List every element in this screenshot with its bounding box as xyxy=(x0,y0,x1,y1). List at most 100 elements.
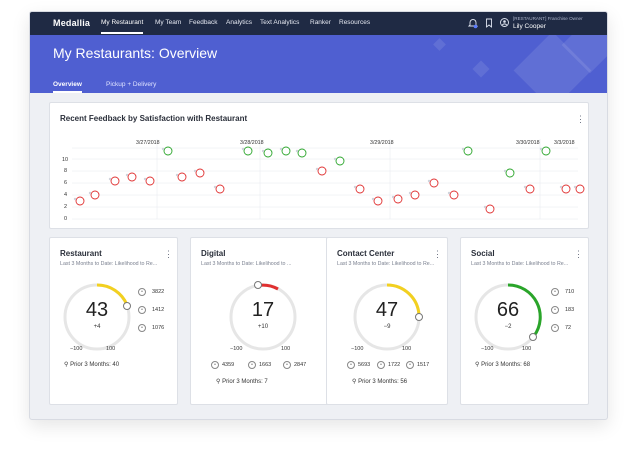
nav-feedback[interactable]: Feedback xyxy=(189,19,218,26)
prior-period: ⚲ Prior 3 Months: 40 xyxy=(64,361,119,368)
y-tick-6: 6 xyxy=(64,180,67,186)
detractor-count: 2847 xyxy=(294,362,307,368)
nav-analytics[interactable]: Analytics xyxy=(226,19,253,26)
detractor-count: 1517 xyxy=(417,362,430,368)
unhappy-feedback-icon[interactable] xyxy=(90,190,100,200)
unhappy-feedback-icon[interactable] xyxy=(525,184,535,194)
smiley-face-icon: • xyxy=(211,361,219,369)
comment-bubble-icon xyxy=(161,147,165,151)
sad-face-icon: • xyxy=(283,361,291,369)
card-subtitle: Last 3 Months to Date: Likelihood to ... xyxy=(201,261,292,267)
score-gauge xyxy=(353,283,423,351)
promoter-count: 5693 xyxy=(358,362,371,368)
page-title: My Restaurants: Overview xyxy=(53,45,218,61)
banner-decoration xyxy=(472,60,490,78)
unhappy-feedback-icon[interactable] xyxy=(317,166,327,176)
unhappy-feedback-icon[interactable] xyxy=(561,184,571,194)
comment-bubble-icon xyxy=(353,185,357,189)
happy-feedback-icon[interactable] xyxy=(243,146,253,156)
medallia-logo[interactable]: Medallia xyxy=(53,18,91,28)
comment-bubble-icon xyxy=(391,195,395,199)
y-tick-10: 10 xyxy=(62,157,68,163)
prior-score-label: Prior 3 Months: 7 xyxy=(222,379,268,385)
more-options-icon[interactable]: ⋮ xyxy=(576,114,585,124)
detractor-count: 1076 xyxy=(152,325,165,331)
nav-ranker[interactable]: Ranker xyxy=(310,19,331,26)
happy-feedback-icon[interactable] xyxy=(263,148,273,158)
happy-feedback-icon[interactable] xyxy=(163,146,173,156)
unhappy-feedback-icon[interactable] xyxy=(110,176,120,186)
axis-max-label: 100 xyxy=(402,346,412,352)
sad-face-icon: • xyxy=(138,324,146,332)
unhappy-feedback-icon[interactable] xyxy=(485,204,495,214)
user-name[interactable]: Lily Cooper xyxy=(513,23,546,30)
happy-feedback-icon[interactable] xyxy=(463,146,473,156)
comment-bubble-icon xyxy=(315,167,319,171)
more-options-icon[interactable]: ⋮ xyxy=(574,249,583,259)
score-value: 47 xyxy=(375,299,399,321)
tab-overview[interactable]: Overview xyxy=(53,81,82,93)
unhappy-feedback-icon[interactable] xyxy=(429,178,439,188)
score-value: 66 xyxy=(496,299,520,321)
comment-bubble-icon xyxy=(371,197,375,201)
restaurant-score-card: Restaurant ⋮ Last 3 Months to Date: Like… xyxy=(49,237,178,405)
happy-feedback-icon[interactable] xyxy=(281,146,291,156)
feedback-timeline-chart: 10 8 6 4 2 0 3/27/2018 3/28/2018 3/29/20… xyxy=(62,139,585,222)
comment-bubble-icon xyxy=(503,169,507,173)
unhappy-feedback-icon[interactable] xyxy=(215,184,225,194)
promoter-count: 3822 xyxy=(152,289,165,295)
comment-bubble-icon xyxy=(523,185,527,189)
date-label: 3/3/2018 xyxy=(554,140,575,146)
neutral-face-icon: • xyxy=(377,361,385,369)
score-value: 17 xyxy=(251,299,275,321)
unhappy-feedback-icon[interactable] xyxy=(410,190,420,200)
unhappy-feedback-icon[interactable] xyxy=(195,168,205,178)
prior-score-label: Prior 3 Months: 68 xyxy=(481,362,531,368)
tab-pickup-delivery[interactable]: Pickup + Delivery xyxy=(106,81,157,88)
happy-feedback-icon[interactable] xyxy=(505,168,515,178)
comment-bubble-icon xyxy=(108,177,112,181)
unhappy-feedback-icon[interactable] xyxy=(145,176,155,186)
y-tick-4: 4 xyxy=(64,192,67,198)
score-value: 43 xyxy=(85,299,109,321)
unhappy-feedback-icon[interactable] xyxy=(75,196,85,206)
happy-feedback-icon[interactable] xyxy=(541,146,551,156)
passive-count: 1722 xyxy=(388,362,401,368)
comment-bubble-icon xyxy=(213,185,217,189)
happy-feedback-icon[interactable] xyxy=(297,148,307,158)
notification-bell-icon[interactable] xyxy=(467,18,479,32)
axis-max-label: 100 xyxy=(522,346,532,352)
nav-text-analytics[interactable]: Text Analytics xyxy=(260,19,300,26)
user-avatar-icon[interactable] xyxy=(500,18,509,30)
axis-max-label: 100 xyxy=(281,346,291,352)
comment-bubble-icon xyxy=(408,191,412,195)
nav-my-team[interactable]: My Team xyxy=(155,19,182,26)
score-delta: −9 xyxy=(383,324,391,330)
prior-score-label: Prior 3 Months: 40 xyxy=(70,362,120,368)
unhappy-feedback-icon[interactable] xyxy=(177,172,187,182)
digital-score-card: Digital ⋮ Last 3 Months to Date: Likelih… xyxy=(190,237,341,405)
score-gauge xyxy=(229,281,297,351)
unhappy-feedback-icon[interactable] xyxy=(127,172,137,182)
more-options-icon[interactable]: ⋮ xyxy=(164,249,173,259)
nav-resources[interactable]: Resources xyxy=(339,19,371,26)
comment-bubble-icon xyxy=(175,173,179,177)
unhappy-feedback-icon[interactable] xyxy=(393,194,403,204)
recent-feedback-card: Recent Feedback by Satisfaction with Res… xyxy=(49,102,589,229)
axis-max-label: 100 xyxy=(106,346,116,352)
comment-bubble-icon xyxy=(539,147,543,151)
nav-my-restaurant[interactable]: My Restaurant xyxy=(101,19,144,34)
comment-bubble-icon xyxy=(241,147,245,151)
happy-feedback-icon[interactable] xyxy=(335,156,345,166)
unhappy-feedback-icon[interactable] xyxy=(449,190,459,200)
comment-bubble-icon xyxy=(333,157,337,161)
unhappy-feedback-icon[interactable] xyxy=(373,196,383,206)
card-title: Contact Center xyxy=(337,249,395,258)
card-subtitle: Last 3 Months to Date: Likelihood to Re.… xyxy=(337,261,435,267)
unhappy-feedback-icon[interactable] xyxy=(575,184,585,194)
bookmark-icon[interactable] xyxy=(485,18,493,31)
more-options-icon[interactable]: ⋮ xyxy=(433,249,442,259)
y-tick-8: 8 xyxy=(64,168,67,174)
location-pin-icon: ⚲ xyxy=(216,379,221,385)
unhappy-feedback-icon[interactable] xyxy=(355,184,365,194)
